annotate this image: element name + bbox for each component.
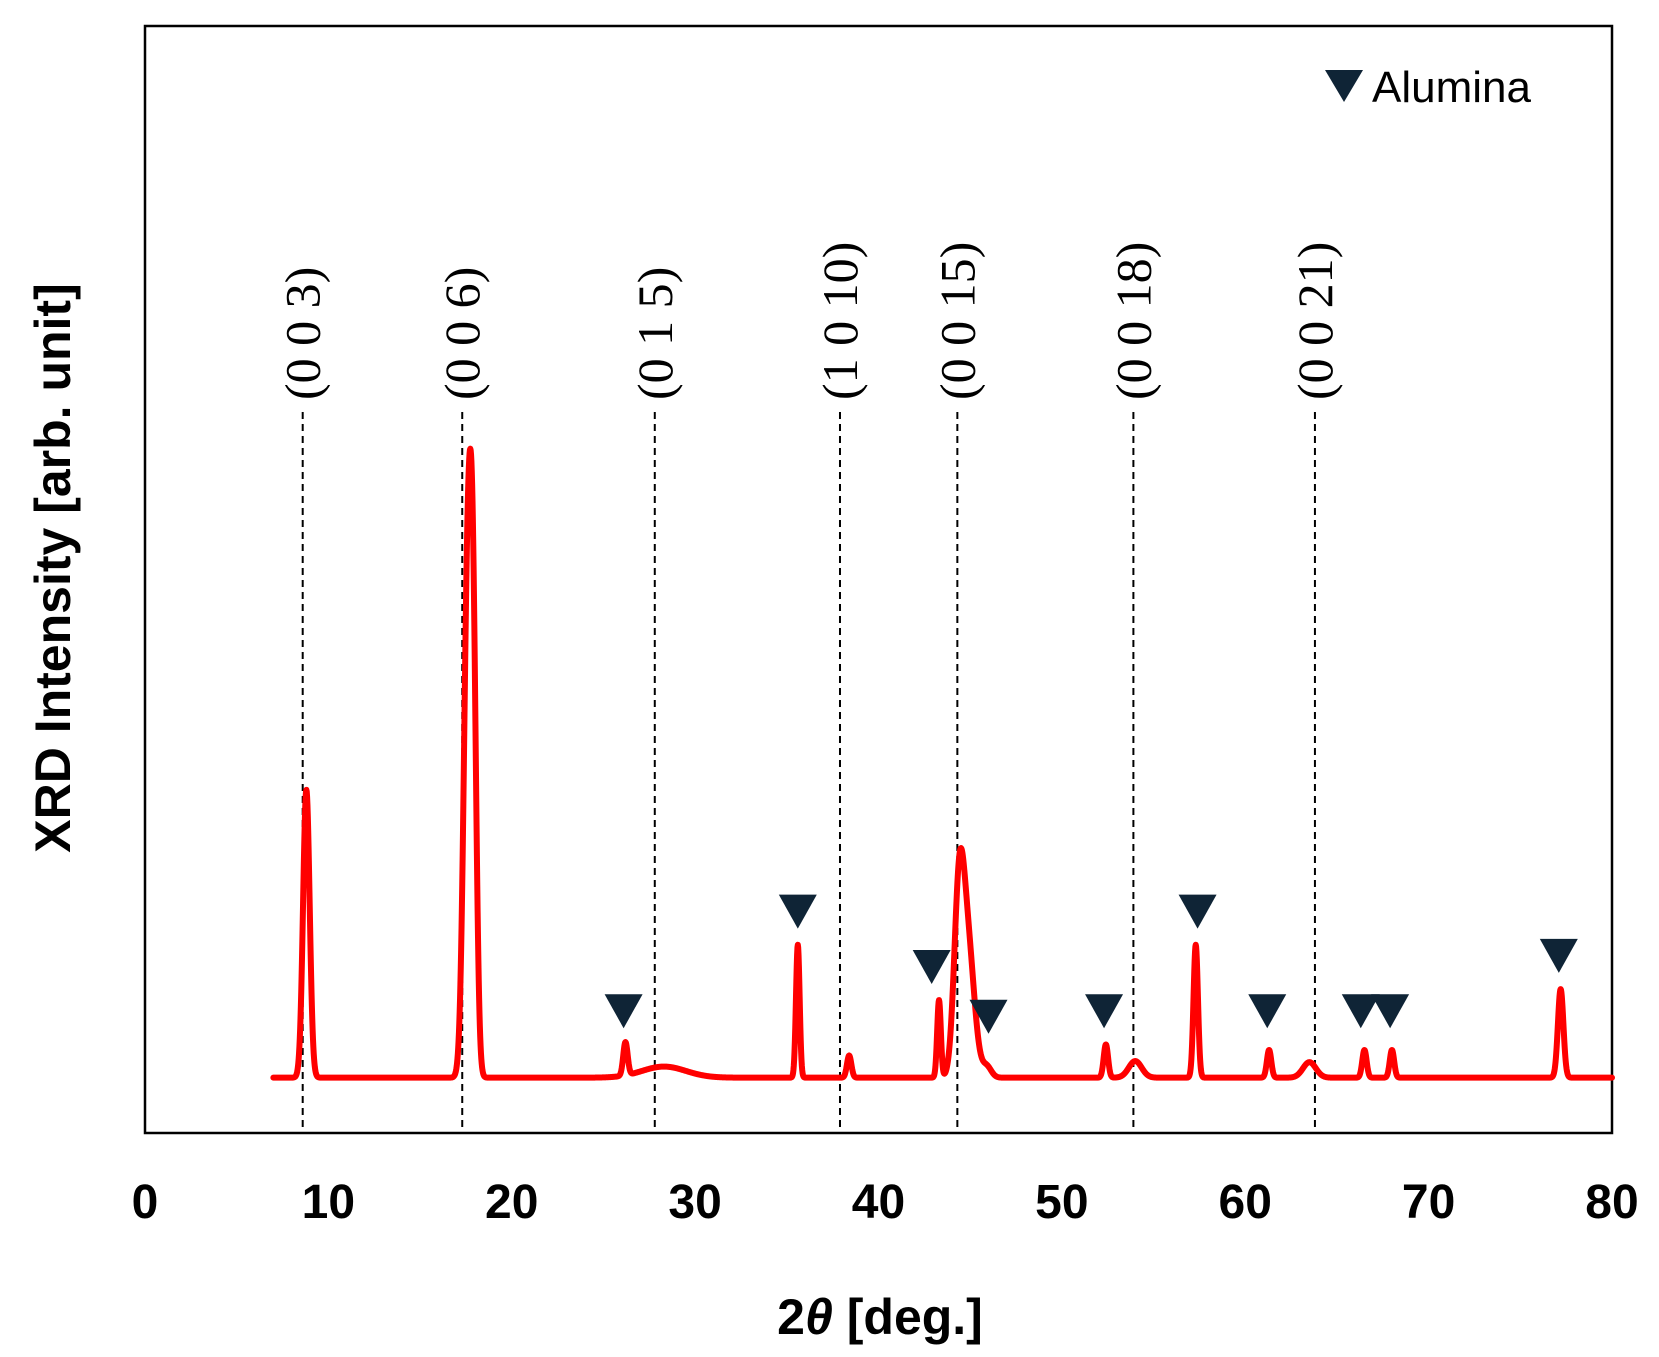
alumina-marker (604, 994, 643, 1029)
plot-frame (143, 24, 1614, 1135)
x-axis-title-prefix: 2 (777, 1289, 805, 1345)
reflection-lines (301, 412, 1316, 1133)
legend-marker-alumina (1325, 70, 1363, 102)
reflection-labels: (0 0 3) (0 0 6) (0 1 5) (1 0 10) (0 0 15) (0 … (275, 242, 1343, 400)
legend: Alumina (1325, 63, 1531, 112)
x-tick-label: 70 (1402, 1176, 1455, 1229)
reflection-label: (0 0 18) (1105, 242, 1161, 400)
xrd-pattern-line (270, 445, 1615, 1081)
legend-label-alumina: Alumina (1372, 63, 1531, 112)
x-tick-label: 50 (1035, 1176, 1088, 1229)
x-tick-labels: 0 10 20 30 40 50 60 70 80 (132, 1176, 1639, 1229)
xrd-pattern (270, 445, 1615, 1081)
x-tick-label: 10 (302, 1176, 355, 1229)
reflection-label: (0 0 3) (275, 267, 331, 400)
alumina-markers (604, 894, 1578, 1034)
reflection-label: (1 0 10) (812, 242, 868, 400)
alumina-marker (1371, 994, 1410, 1029)
x-tick-label: 80 (1585, 1176, 1638, 1229)
y-axis-title: XRD Intensity [arb. unit] (25, 283, 81, 852)
x-axis-title-symbol: θ (805, 1289, 833, 1345)
alumina-marker (969, 999, 1008, 1034)
x-axis-title-suffix: [deg.] (833, 1289, 983, 1345)
x-tick-label: 0 (132, 1176, 159, 1229)
reflection-label: (0 0 15) (929, 242, 985, 400)
reflection-label: (0 0 6) (434, 267, 490, 400)
alumina-marker (778, 894, 817, 929)
reflection-label: (0 0 21) (1287, 242, 1343, 400)
reflection-label: (0 1 5) (627, 267, 683, 400)
alumina-marker (1178, 894, 1217, 929)
alumina-marker (1248, 994, 1287, 1029)
alumina-marker (1085, 994, 1124, 1029)
x-axis-title: 2θ [deg.] (777, 1289, 983, 1345)
alumina-marker (912, 949, 951, 984)
x-tick-label: 30 (668, 1176, 721, 1229)
alumina-marker (1341, 994, 1380, 1029)
x-tick-label: 40 (852, 1176, 905, 1229)
x-tick-label: 20 (485, 1176, 538, 1229)
alumina-marker (1539, 938, 1578, 973)
x-tick-label: 60 (1219, 1176, 1272, 1229)
